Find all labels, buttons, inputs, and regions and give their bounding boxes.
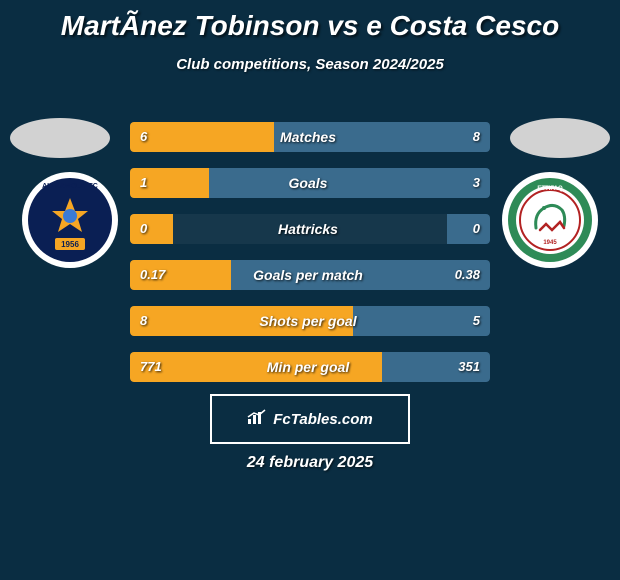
chart-icon [247, 409, 267, 430]
club-badge-left: ALTAAWOUN FC 1956 [20, 170, 120, 270]
stat-row: 68Matches [130, 122, 490, 152]
svg-text:1945: 1945 [543, 240, 557, 246]
bar-label: Goals per match [130, 260, 490, 290]
svg-text:ETTIFAQ: ETTIFAQ [537, 186, 563, 192]
player-right-portrait [510, 118, 610, 158]
svg-text:ALTAAWOUN FC: ALTAAWOUN FC [42, 183, 98, 190]
club-badge-right: ETTIFAQ 1945 [500, 170, 600, 270]
stat-row: 0.170.38Goals per match [130, 260, 490, 290]
svg-text:1956: 1956 [61, 240, 79, 249]
bar-label: Goals [130, 168, 490, 198]
bar-label: Hattricks [130, 214, 490, 244]
stat-row: 13Goals [130, 168, 490, 198]
stat-row: 771351Min per goal [130, 352, 490, 382]
date-text: 24 february 2025 [0, 454, 620, 472]
stats-bars: 68Matches 13Goals 00Hattricks 0.170.38Goals… [130, 122, 490, 398]
bar-label: Shots per goal [130, 306, 490, 336]
footer-brand-text: FcTables.com [273, 411, 372, 428]
stat-row: 00Hattricks [130, 214, 490, 244]
bar-label: Min per goal [130, 352, 490, 382]
footer-brand-badge: FcTables.com [210, 394, 410, 444]
stat-row: 85Shots per goal [130, 306, 490, 336]
bar-label: Matches [130, 122, 490, 152]
subtitle: Club competitions, Season 2024/2025 [0, 56, 620, 73]
page-title: MartÃnez Tobinson vs e Costa Cesco [0, 0, 620, 42]
player-left-portrait [10, 118, 110, 158]
